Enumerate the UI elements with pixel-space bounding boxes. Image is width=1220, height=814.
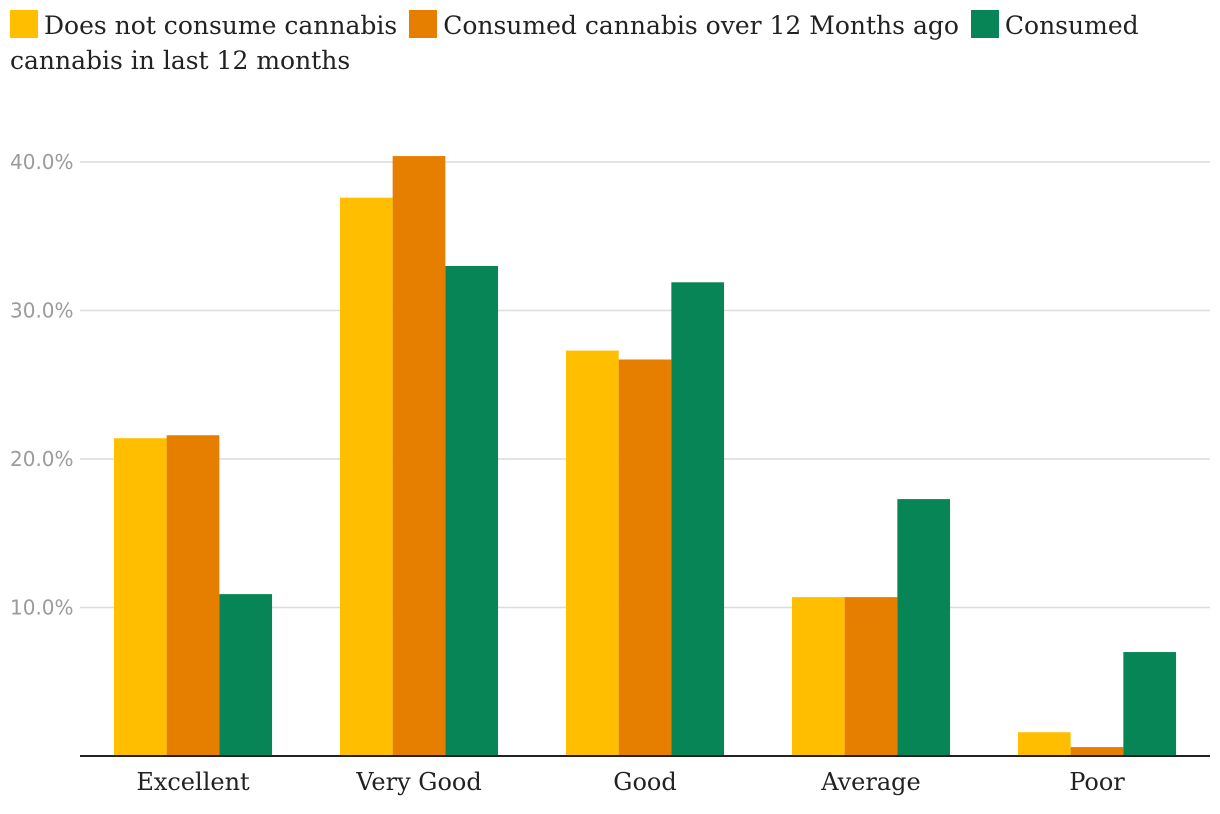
y-tick-label: 40.0%	[10, 150, 74, 174]
x-category-label: Average	[820, 768, 920, 796]
bar	[1070, 747, 1124, 756]
legend-item: Consumed cannabis over 12 Months ago	[409, 10, 959, 40]
legend-swatch	[970, 10, 999, 38]
bar	[897, 499, 951, 756]
bar	[671, 282, 725, 756]
bar	[166, 435, 220, 756]
legend-label: Consumed cannabis in last 12 months	[10, 11, 1139, 75]
legend-label: Does not consume cannabis	[44, 11, 398, 40]
x-category-label: Good	[613, 768, 676, 796]
bar	[791, 597, 845, 756]
y-tick-label: 20.0%	[10, 447, 74, 471]
bar	[1017, 732, 1071, 756]
bar	[113, 438, 167, 756]
bar	[219, 594, 273, 756]
bar	[392, 156, 446, 756]
x-category-label: Excellent	[136, 768, 250, 796]
legend-swatch	[10, 10, 38, 38]
legend-swatch	[409, 10, 438, 38]
bar	[445, 265, 499, 756]
bar	[618, 359, 672, 756]
bar	[1123, 652, 1177, 756]
legend-item: Consumed cannabis in last 12 months	[10, 10, 1139, 75]
bar	[844, 597, 898, 756]
legend-label: Consumed cannabis over 12 Months ago	[443, 11, 959, 40]
bar	[339, 197, 393, 756]
y-tick-label: 30.0%	[10, 299, 74, 323]
legend-item: Does not consume cannabis	[10, 10, 398, 40]
legend: Does not consume cannabis Consumed cannab…	[10, 8, 1210, 78]
y-tick-label: 10.0%	[10, 596, 74, 620]
x-category-label: Very Good	[355, 768, 481, 796]
bar	[565, 350, 619, 756]
x-category-label: Poor	[1069, 768, 1125, 796]
